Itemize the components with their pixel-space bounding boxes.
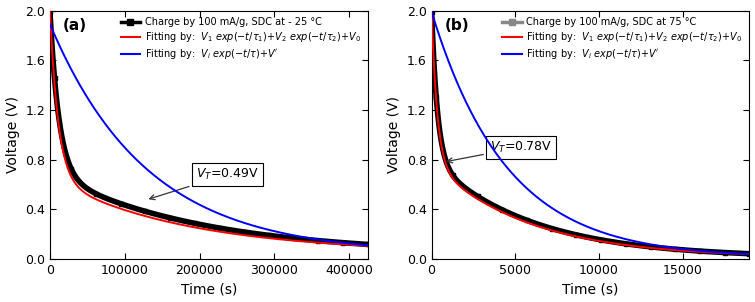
Text: (b): (b) (445, 18, 469, 33)
Text: $V_T$=0.78V: $V_T$=0.78V (448, 140, 552, 163)
Text: (a): (a) (63, 18, 87, 33)
Y-axis label: Voltage (V): Voltage (V) (5, 96, 20, 173)
X-axis label: Time (s): Time (s) (562, 282, 618, 297)
Text: $V_T$=0.49V: $V_T$=0.49V (149, 167, 259, 200)
Y-axis label: Voltage (V): Voltage (V) (387, 96, 401, 173)
Legend: Charge by 100 mA/g, SDC at - 25 °C, Fitting by:  $\mathit{V_1}\ \mathit{exp(-t/\: Charge by 100 mA/g, SDC at - 25 °C, Fitt… (117, 14, 365, 65)
Legend: Charge by 100 mA/g, SDC at 75 °C, Fitting by:  $\mathit{V_1}\ \mathit{exp(-t/\ta: Charge by 100 mA/g, SDC at 75 °C, Fittin… (498, 14, 747, 65)
X-axis label: Time (s): Time (s) (180, 282, 237, 297)
